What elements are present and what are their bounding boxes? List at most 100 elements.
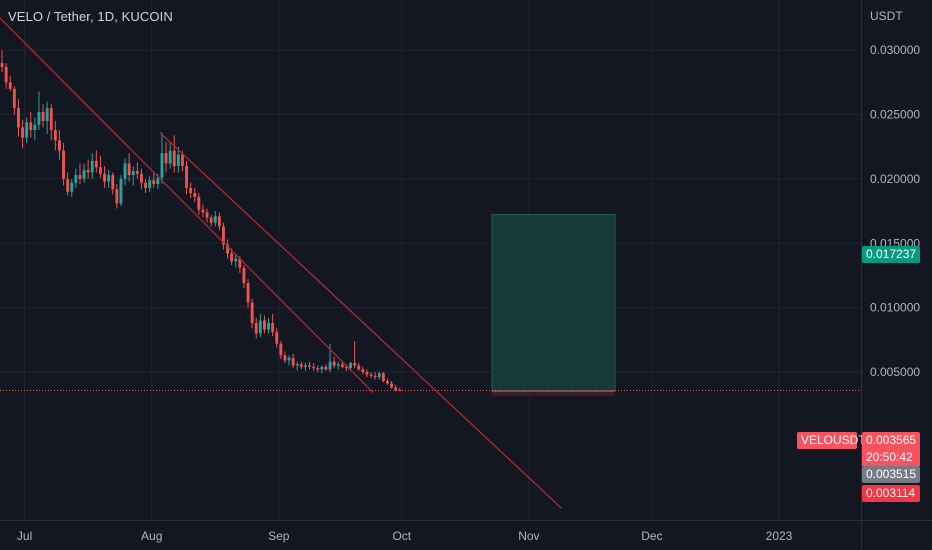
candle-body	[381, 373, 385, 381]
candle-body	[324, 366, 328, 370]
candle	[246, 279, 250, 308]
x-tick-label: Sep	[268, 529, 290, 543]
price-axis-currency[interactable]: USDT	[870, 9, 903, 23]
candle-body	[12, 88, 16, 109]
candle-body	[131, 171, 135, 176]
long-position-tool[interactable]	[491, 213, 616, 397]
candle-body	[369, 374, 373, 376]
candle	[267, 317, 270, 334]
trendline[interactable]	[0, 17, 374, 394]
candle-body	[17, 108, 20, 128]
candle-body	[234, 258, 238, 262]
candle-body	[90, 160, 94, 173]
candle-body	[53, 130, 57, 141]
candle-body	[222, 226, 225, 245]
candle	[33, 117, 37, 141]
candle	[168, 142, 172, 169]
candle	[263, 315, 266, 334]
candle-body	[353, 362, 357, 366]
candle-body	[258, 320, 262, 334]
trendlines-layer[interactable]	[0, 17, 563, 509]
candle-body	[336, 364, 340, 366]
candle-body	[41, 111, 45, 121]
candle-body	[267, 323, 270, 330]
stop-price-tag: 0.003114	[862, 485, 920, 502]
candle	[25, 117, 29, 143]
candle	[308, 361, 311, 370]
candle	[152, 172, 156, 188]
entry-price-tag: 0.003515	[862, 466, 920, 483]
trendline[interactable]	[159, 132, 563, 509]
candle-body	[21, 127, 24, 138]
candle	[74, 168, 78, 188]
candle	[242, 265, 246, 289]
x-tick-label: Dec	[641, 529, 662, 543]
candle-body	[144, 182, 147, 188]
candle-body	[226, 244, 229, 254]
candle	[193, 187, 197, 203]
candle	[78, 163, 82, 185]
candle	[123, 158, 127, 186]
candle	[275, 328, 279, 348]
candle-body	[135, 171, 139, 174]
candle-body	[29, 122, 33, 130]
candle-body	[156, 177, 160, 185]
candle-body	[361, 369, 365, 372]
candle-body	[217, 216, 221, 227]
candle	[283, 351, 287, 363]
candle	[4, 63, 8, 89]
y-tick-label: 0.005000	[870, 365, 920, 379]
candle	[336, 361, 340, 370]
candle-body	[148, 180, 152, 188]
candle	[41, 104, 45, 128]
candle-body	[45, 108, 49, 121]
candle-body	[312, 366, 316, 369]
candle-body	[33, 124, 37, 130]
candle	[172, 135, 176, 173]
candle-body	[181, 154, 184, 167]
candle-body	[246, 283, 250, 303]
candle-body	[78, 175, 82, 179]
profit-zone[interactable]	[491, 213, 616, 392]
candle-body	[25, 122, 29, 138]
candle-body	[386, 380, 389, 384]
candle	[115, 184, 119, 209]
candle-body	[70, 182, 74, 192]
candle	[111, 172, 115, 195]
candle	[53, 120, 57, 151]
candle	[185, 160, 188, 195]
x-tick-label: Nov	[518, 529, 539, 543]
candle-body	[238, 258, 242, 268]
candle	[394, 384, 398, 392]
candle-body	[164, 153, 168, 164]
candle	[320, 365, 324, 374]
candle-body	[332, 361, 336, 366]
candle-body	[193, 193, 197, 197]
loss-zone[interactable]	[492, 391, 615, 397]
candle-body	[168, 150, 172, 164]
candle-body	[365, 371, 369, 375]
y-tick-label: 0.030000	[870, 43, 920, 57]
candle-body	[304, 365, 307, 367]
y-tick-label: 0.020000	[870, 172, 920, 186]
candle-body	[201, 209, 205, 213]
candle-body	[230, 253, 234, 262]
candle	[381, 371, 385, 383]
candle-body	[185, 166, 188, 188]
candle-body	[271, 323, 275, 333]
candle	[304, 362, 307, 371]
candle-body	[340, 364, 344, 367]
candle	[340, 361, 344, 369]
candle-body	[295, 364, 299, 366]
candle-body	[254, 323, 258, 334]
candle-body	[345, 366, 348, 369]
candle	[349, 361, 352, 370]
candle-body	[111, 175, 115, 190]
candle	[386, 378, 389, 385]
candle-body	[37, 111, 41, 125]
candle	[271, 314, 275, 336]
candle	[357, 362, 361, 371]
symbol-title[interactable]: VELO / Tether, 1D, KUCOIN	[8, 9, 173, 24]
